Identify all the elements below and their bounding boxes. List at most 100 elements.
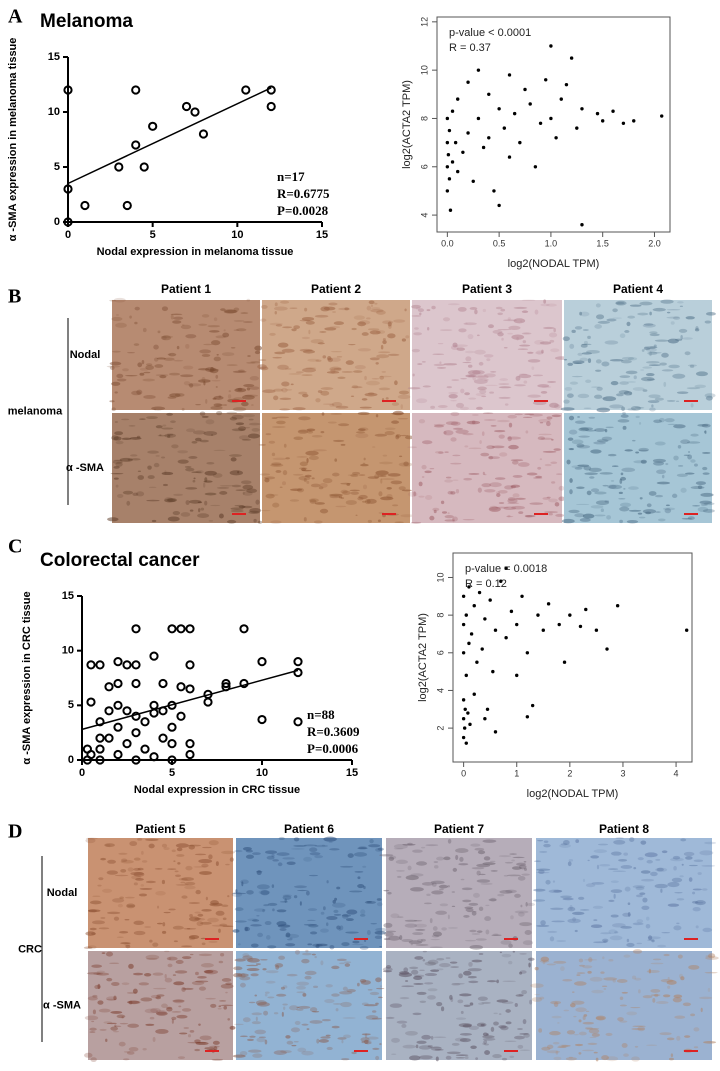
- tissue-texture: [613, 893, 616, 899]
- tissue-texture: [240, 480, 252, 485]
- tissue-texture: [218, 395, 222, 398]
- tissue-texture: [537, 436, 546, 441]
- tissue-texture: [592, 905, 604, 909]
- tissue-texture: [259, 473, 271, 476]
- tissue-texture: [561, 518, 575, 524]
- tissue-texture: [539, 458, 543, 461]
- tissue-texture: [699, 850, 714, 856]
- tissue-texture: [273, 1050, 287, 1055]
- tissue-texture: [652, 958, 662, 961]
- tissue-texture: [143, 973, 152, 977]
- tissue-texture: [514, 893, 521, 898]
- tissue-texture: [269, 494, 279, 496]
- tissue-texture: [153, 344, 159, 350]
- tissue-texture: [553, 960, 567, 964]
- tissue-texture: [444, 519, 455, 522]
- stat-annotation: n=88: [307, 707, 335, 722]
- tissue-texture: [188, 844, 195, 850]
- tissue-texture: [97, 983, 101, 989]
- tissue-texture: [265, 493, 275, 499]
- tissue-texture: [433, 363, 445, 367]
- tissue-texture: [462, 433, 474, 436]
- tissue-texture: [237, 470, 240, 474]
- tissue-texture: [357, 411, 370, 416]
- tissue-texture: [203, 343, 213, 346]
- tissue-texture: [331, 965, 340, 970]
- tissue-texture: [370, 308, 384, 313]
- tissue-texture: [234, 958, 246, 962]
- tissue-texture: [399, 455, 403, 458]
- tissue-texture: [678, 973, 684, 979]
- tissue-texture: [271, 884, 275, 889]
- tissue-texture: [380, 478, 395, 480]
- tissue-texture: [601, 1055, 609, 1061]
- tissue-texture: [595, 1057, 599, 1062]
- tissue-texture: [702, 452, 711, 454]
- tissue-texture: [498, 1013, 502, 1015]
- tissue-texture: [275, 993, 287, 997]
- tissue-texture: [382, 338, 386, 341]
- tissue-texture: [191, 471, 202, 473]
- tissue-texture: [363, 1040, 372, 1043]
- tissue-texture: [507, 436, 522, 440]
- tissue-texture: [551, 1015, 562, 1019]
- tissue-texture: [667, 882, 680, 888]
- tissue-texture: [145, 365, 154, 371]
- point: [131, 624, 141, 634]
- tissue-texture: [222, 332, 230, 338]
- tissue-texture: [350, 474, 359, 478]
- tissue-texture: [195, 1041, 209, 1046]
- tissue-texture: [234, 504, 244, 507]
- tissue-texture: [694, 463, 698, 467]
- stat-annotation: P=0.0006: [307, 741, 359, 756]
- tissue-texture: [290, 1027, 300, 1033]
- tissue-texture: [329, 366, 342, 372]
- tissue-texture: [176, 1014, 188, 1019]
- tissue-texture: [176, 847, 183, 852]
- tissue-texture: [446, 1051, 461, 1055]
- point: [525, 715, 530, 719]
- tissue-texture: [646, 916, 650, 921]
- tissue-texture: [650, 871, 658, 877]
- tissue-texture: [378, 351, 391, 354]
- tissue-texture: [243, 321, 253, 323]
- tissue-texture: [508, 444, 519, 450]
- tissue-texture: [340, 443, 346, 446]
- tissue-texture: [331, 402, 343, 407]
- tissue-texture: [590, 488, 600, 493]
- scale-bar: [684, 400, 698, 402]
- tissue-texture: [606, 515, 612, 520]
- tissue-texture: [624, 449, 633, 452]
- tissue-texture: [445, 421, 459, 426]
- tissue-texture: [379, 985, 383, 987]
- tissue-texture: [236, 328, 247, 332]
- tissue-texture: [171, 1018, 174, 1024]
- tissue-texture: [88, 909, 101, 913]
- tissue-texture: [207, 325, 221, 328]
- tissue-texture: [351, 1051, 357, 1055]
- tissue-texture: [685, 856, 693, 860]
- tissue-texture: [156, 357, 166, 360]
- point: [472, 692, 476, 696]
- point: [525, 651, 530, 655]
- tissue-texture: [673, 455, 679, 461]
- tissue-texture: [189, 509, 194, 512]
- tissue-texture: [134, 306, 140, 311]
- point: [541, 628, 545, 632]
- tissue-texture: [168, 957, 172, 960]
- tissue-texture: [560, 966, 565, 972]
- tissue-texture: [452, 342, 458, 348]
- tissue-texture: [259, 366, 269, 371]
- tissue-texture: [551, 920, 565, 923]
- tissue-texture: [414, 327, 419, 330]
- tissue-texture: [407, 865, 412, 871]
- tissue-texture: [484, 379, 489, 381]
- point: [445, 165, 450, 169]
- tissue-texture: [340, 865, 354, 868]
- tissue-texture: [536, 924, 550, 928]
- tissue-texture: [110, 1026, 118, 1031]
- tissue-texture: [588, 1028, 600, 1034]
- tissue-texture: [648, 364, 661, 367]
- tissue-texture: [248, 422, 261, 426]
- tissue-texture: [462, 518, 475, 521]
